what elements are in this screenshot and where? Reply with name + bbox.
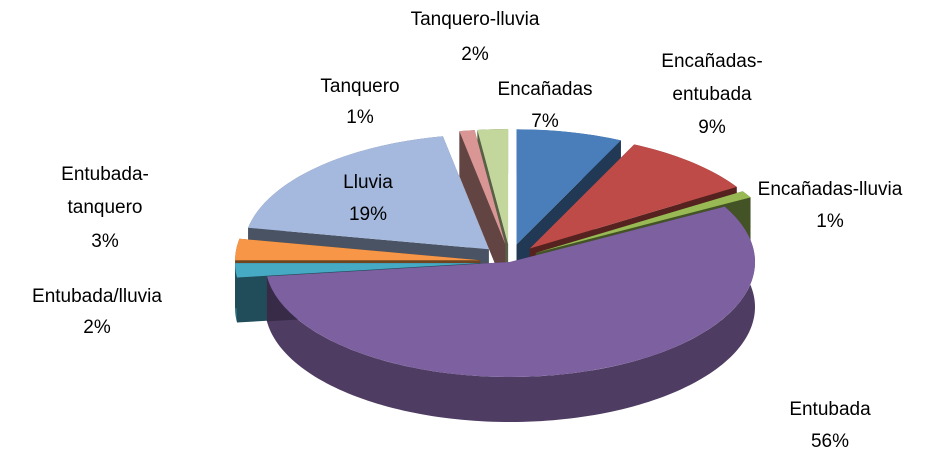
slice-top: [235, 238, 481, 261]
slice-value-label: 9%: [698, 117, 726, 138]
slice-label: Entubada/lluvia: [32, 286, 162, 307]
slice-value-label: 3%: [91, 231, 119, 252]
slice-label: Encañadas-entubada: [661, 51, 762, 105]
slice-label: Entubada: [789, 399, 871, 420]
label-line: entubada: [672, 84, 752, 105]
slice-top: [248, 136, 489, 250]
label-line: Entubada-: [61, 164, 149, 185]
slice-value-label: 19%: [349, 204, 387, 225]
slice-label: Encañadas: [497, 79, 592, 100]
slice: [459, 130, 506, 290]
slice-top: [529, 144, 737, 249]
slice-top: [516, 129, 621, 245]
slice-side: [266, 206, 755, 422]
slice-edge: [459, 131, 506, 290]
slice-label: Entubada-tanquero: [61, 164, 149, 218]
slice-top: [535, 191, 751, 253]
slice-label: Tanquero: [320, 76, 399, 97]
slice-value-label: 2%: [83, 317, 111, 338]
slice-label: Tanquero-lluvia: [411, 9, 540, 30]
slice-value-label: 1%: [816, 211, 844, 232]
slice-top: [235, 263, 481, 278]
slice-value-label: 56%: [811, 431, 849, 452]
slice-value-label: 2%: [461, 44, 489, 65]
slice-label: Encañadas-lluvia: [758, 179, 903, 200]
slice: [266, 206, 755, 422]
label-line: Encañadas-: [661, 51, 762, 72]
label-line: tanquero: [67, 197, 142, 218]
slice-value-label: 1%: [346, 107, 374, 128]
slice-top: [266, 206, 755, 377]
slice-top: [459, 130, 506, 245]
slice-top: [477, 129, 509, 245]
slice-label: Lluvia: [343, 172, 393, 193]
slice-value-label: 7%: [531, 111, 559, 132]
